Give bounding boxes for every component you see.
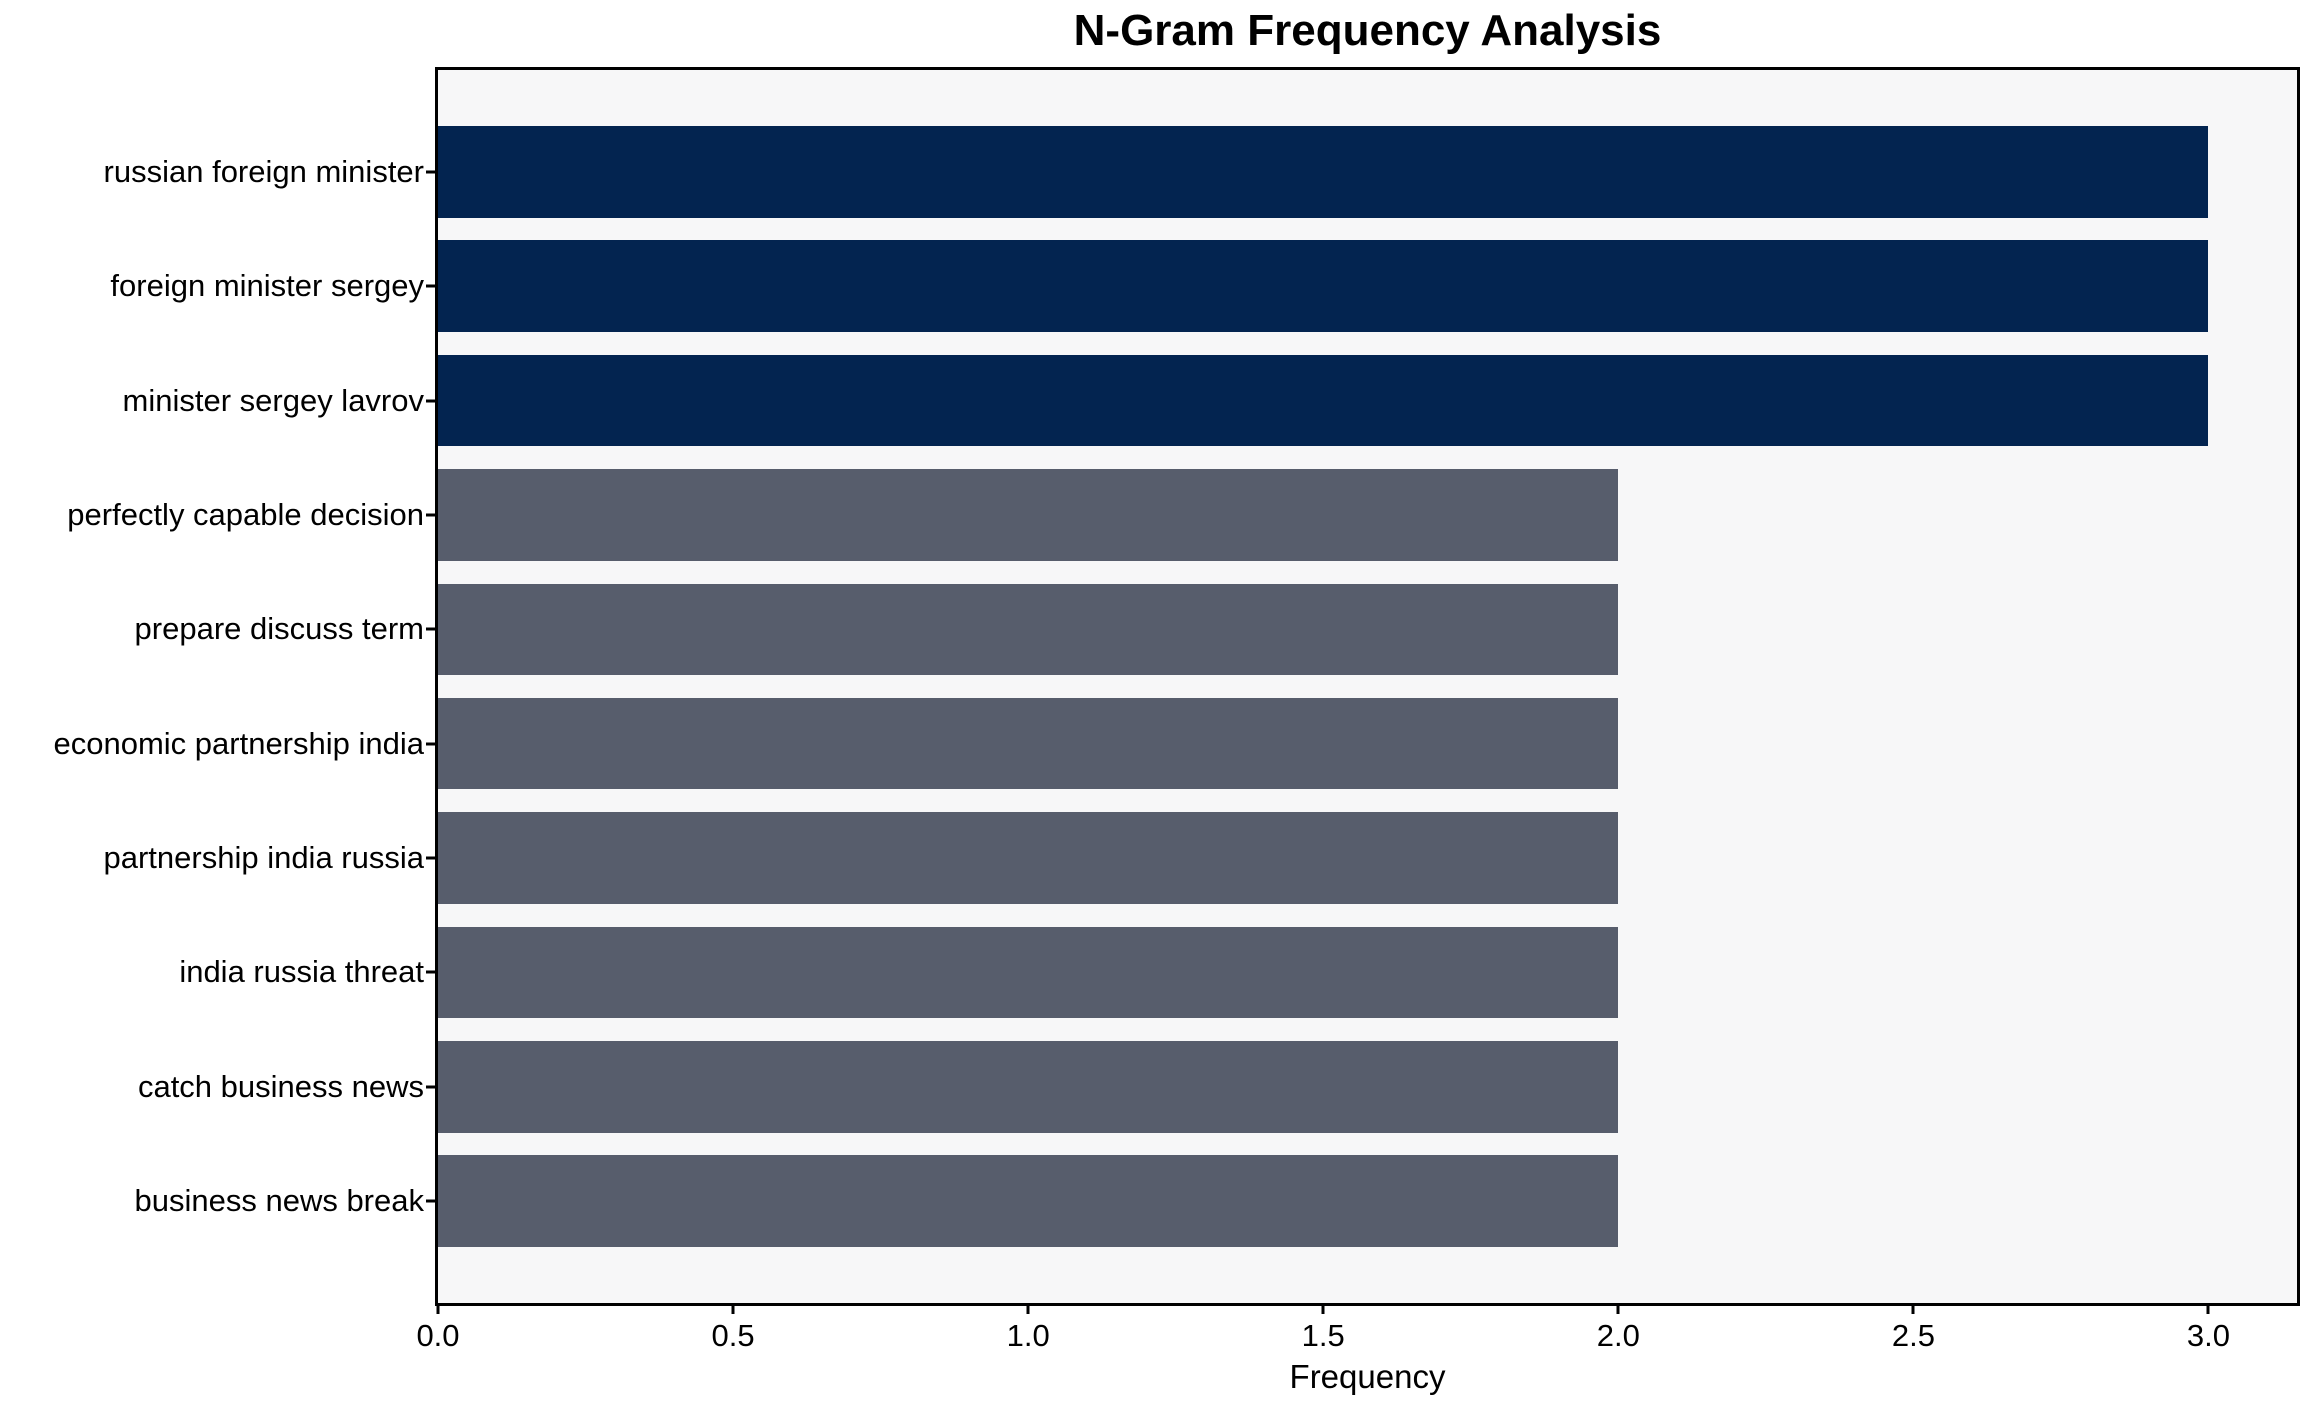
x-tick-mark xyxy=(731,1303,735,1314)
y-tick-mark xyxy=(426,170,435,174)
y-tick-label: partnership india russia xyxy=(103,840,424,876)
x-tick-mark xyxy=(1911,1303,1915,1314)
x-tick-label: 2.0 xyxy=(1596,1318,1640,1353)
bar-economic-partnership-india xyxy=(438,697,1619,790)
y-tick-label: india russia threat xyxy=(179,954,424,990)
bar-russian-foreign-minister xyxy=(438,126,2209,218)
y-tick-mark xyxy=(426,856,435,860)
plot-area xyxy=(435,67,2300,1306)
y-tick-label: business news break xyxy=(134,1183,425,1219)
y-tick-mark xyxy=(426,627,435,631)
chart-title: N-Gram Frequency Analysis xyxy=(1073,6,1662,55)
x-tick-label: 0.0 xyxy=(416,1318,460,1353)
bar-india-russia-threat xyxy=(438,926,1619,1019)
x-tick-mark xyxy=(2206,1303,2210,1314)
bar-catch-business-news xyxy=(438,1041,1619,1133)
y-tick-label: foreign minister sergey xyxy=(110,268,424,304)
y-tick-mark xyxy=(426,1199,435,1203)
y-tick-label: perfectly capable decision xyxy=(67,496,424,532)
y-tick-label: economic partnership india xyxy=(53,725,425,761)
x-tick-label: 1.0 xyxy=(1006,1318,1050,1353)
x-tick-mark xyxy=(1616,1303,1620,1314)
x-tick-label: 1.5 xyxy=(1301,1318,1345,1353)
x-tick-mark xyxy=(1026,1303,1030,1314)
y-tick-label: minister sergey lavrov xyxy=(122,382,424,418)
y-tick-mark xyxy=(426,970,435,974)
y-tick-mark xyxy=(426,742,435,746)
x-tick-label: 2.5 xyxy=(1891,1318,1935,1353)
y-tick-mark xyxy=(426,513,435,517)
bar-foreign-minister-sergey xyxy=(438,240,2209,332)
x-axis-label: Frequency xyxy=(1289,1358,1446,1395)
bar-business-news-break xyxy=(438,1155,1619,1247)
x-tick-label: 3.0 xyxy=(2186,1318,2231,1353)
y-tick-label: russian foreign minister xyxy=(103,153,424,189)
x-tick-label: 0.5 xyxy=(711,1318,755,1353)
x-tick-mark xyxy=(436,1303,440,1314)
bar-perfectly-capable-decision xyxy=(438,469,1619,561)
y-tick-mark xyxy=(426,1085,435,1089)
x-tick-mark xyxy=(1321,1303,1325,1314)
bar-partnership-india-russia xyxy=(438,812,1619,904)
y-tick-label: prepare discuss term xyxy=(134,611,424,647)
bar-prepare-discuss-term xyxy=(438,583,1619,676)
y-tick-label: catch business news xyxy=(137,1068,424,1104)
bar-minister-sergey-lavrov xyxy=(438,354,2209,447)
y-tick-mark xyxy=(426,284,435,288)
y-tick-mark xyxy=(426,399,435,403)
